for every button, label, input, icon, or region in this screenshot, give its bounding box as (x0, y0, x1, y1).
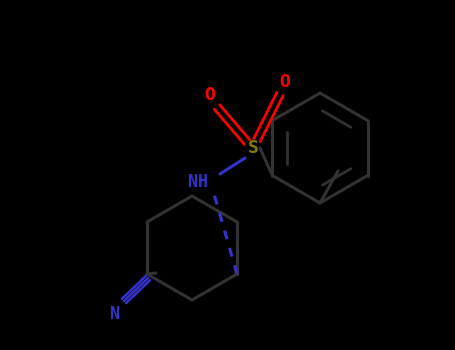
Text: O: O (205, 86, 215, 104)
Text: N: N (110, 305, 120, 323)
Text: O: O (279, 73, 290, 91)
Text: S: S (248, 139, 258, 157)
Text: NH: NH (188, 173, 208, 191)
